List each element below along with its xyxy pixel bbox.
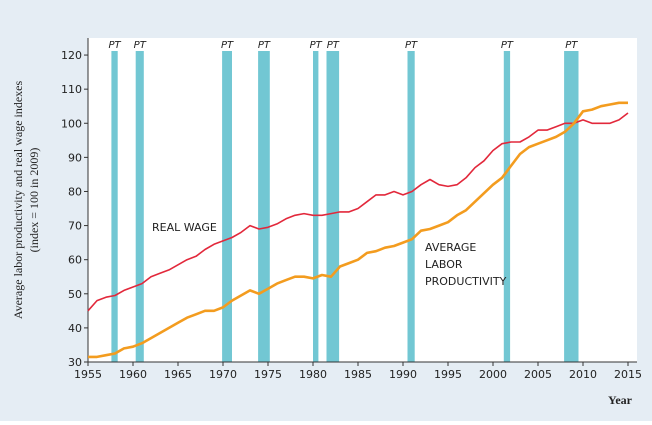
y-tick-label: 90 [68, 151, 82, 164]
x-tick-label: 2005 [524, 368, 552, 381]
recession-band [407, 51, 415, 362]
x-axis-label: Year [608, 393, 633, 407]
y-tick-label: 50 [68, 288, 82, 301]
x-tick-label: 1975 [254, 368, 282, 381]
recession-band [326, 51, 340, 362]
y-axis-label: (index = 100 in 2009) [27, 148, 41, 253]
x-tick-label: 2010 [569, 368, 597, 381]
x-tick-label: 1955 [74, 368, 102, 381]
x-tick-label: 2000 [479, 368, 507, 381]
y-tick-label: 60 [68, 254, 82, 267]
y-tick-label: 120 [61, 49, 82, 62]
x-tick-label: 1990 [389, 368, 417, 381]
x-tick-label: 1980 [299, 368, 327, 381]
annotation: REAL WAGE [152, 221, 217, 234]
recession-label: PT [108, 40, 121, 51]
x-tick-label: 1970 [209, 368, 237, 381]
y-tick-label: 80 [68, 185, 82, 198]
x-tick-label: 1995 [434, 368, 462, 381]
recession-label: PT [327, 40, 340, 51]
series-line [87, 112, 629, 312]
recession-band [564, 51, 579, 362]
marks: PT PT PT PT PT PT PT PT PT 30 40 50 60 70 80 90 100 110 12… [61, 38, 642, 381]
recession-band [222, 51, 232, 362]
x-tick-label: 1985 [344, 368, 372, 381]
recession-label: PT [258, 40, 271, 51]
annotation: LABOR [425, 258, 463, 271]
annotation: AVERAGE [425, 241, 476, 254]
recession-label: PT [565, 40, 578, 51]
plot-area [88, 38, 637, 362]
recession-band [503, 51, 511, 362]
series-line [88, 101, 628, 359]
recession-label: PT [310, 40, 323, 51]
recession-label: PT [501, 40, 514, 51]
recession-label: PT [405, 40, 418, 51]
recession-band [313, 51, 319, 362]
recession-label: PT [134, 40, 147, 51]
recession-band [135, 51, 144, 362]
recession-band [258, 51, 270, 362]
y-tick-label: 110 [61, 83, 82, 96]
y-tick-label: 70 [68, 220, 82, 233]
x-tick-label: 1965 [164, 368, 192, 381]
y-axis-label: Average labor productivity and real wage… [11, 81, 25, 320]
y-tick-label: 30 [68, 356, 82, 369]
recession-band [111, 51, 118, 362]
y-tick-label: 40 [68, 322, 82, 335]
annotation: PRODUCTIVITY [425, 275, 507, 288]
x-tick-label: 1960 [119, 368, 147, 381]
recession-label: PT [221, 40, 234, 51]
x-tick-label: 2015 [614, 368, 642, 381]
y-tick-label: 100 [61, 117, 82, 130]
